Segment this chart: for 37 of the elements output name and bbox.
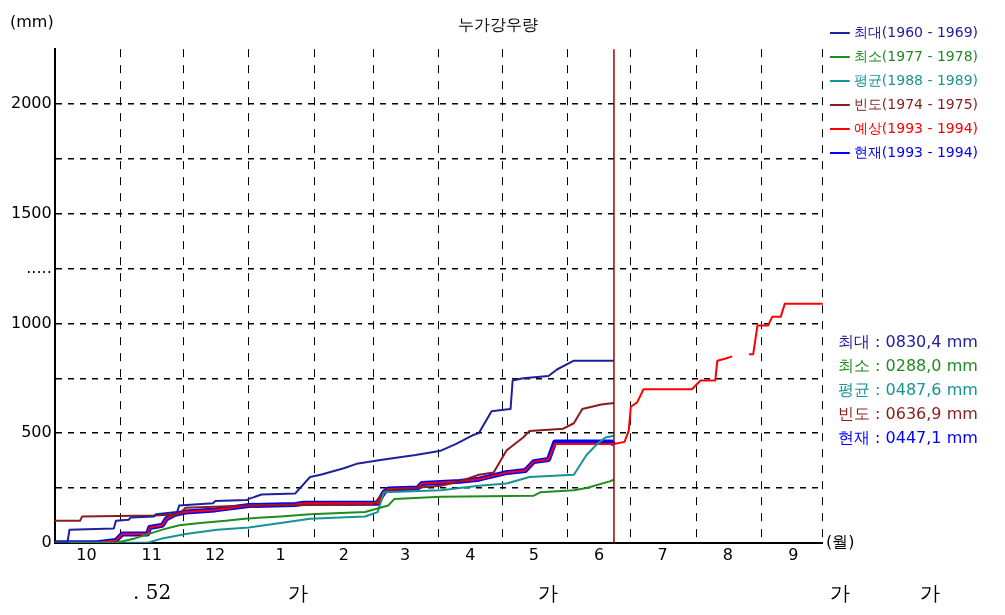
legend-label: 예상(1993 - 1994) xyxy=(853,119,979,136)
x-tick-label: 10 xyxy=(76,544,97,564)
y-tick-label: 2000 xyxy=(11,93,52,113)
x-tick-label: 9 xyxy=(788,544,799,564)
text: 가 xyxy=(538,580,558,607)
y-tick-label: ..... xyxy=(26,257,52,277)
text: 현재 : 0447,1 mm xyxy=(838,427,978,449)
x-tick-label: 2 xyxy=(338,544,349,564)
x-tick-label: 5 xyxy=(528,544,539,564)
y-axis-title: (mm) xyxy=(10,12,54,31)
legend-label: 현재(1993 - 1994) xyxy=(853,143,979,160)
text: 가 xyxy=(920,580,940,607)
x-tick-label: 6 xyxy=(594,544,605,564)
x-tick-label: 3 xyxy=(399,544,411,564)
y-tick-label: 0 xyxy=(41,531,52,551)
legend-label: 평균(1988 - 1989) xyxy=(853,71,979,88)
x-tick-label: 1 xyxy=(275,544,286,564)
legend-label: 빈도(1974 - 1975) xyxy=(853,95,979,112)
text: 평균 : 0487,6 mm xyxy=(838,379,978,401)
text: 가 xyxy=(288,580,308,607)
text: 빈도 : 0636,9 mm xyxy=(838,403,978,425)
x-tick-label: 7 xyxy=(657,544,668,564)
x-tick-label: 12 xyxy=(204,544,226,564)
x-axis-title: (월) xyxy=(826,532,855,553)
text: 가 xyxy=(830,580,850,607)
y-tick-label: 500 xyxy=(21,422,52,442)
chart-title: 누가강우량 xyxy=(458,14,538,34)
x-tick-label: 11 xyxy=(141,544,162,564)
y-tick-label: 1500 xyxy=(11,202,52,222)
text: 최소 : 0288,0 mm xyxy=(838,355,978,377)
x-tick-label: 4 xyxy=(465,544,476,564)
text: 최대 : 0830,4 mm xyxy=(838,331,978,353)
legend-label: 최대(1960 - 1969) xyxy=(853,23,979,40)
y-tick-label: 1000 xyxy=(11,312,52,332)
legend-label: 최소(1977 - 1978) xyxy=(853,47,979,64)
x-tick-label: 8 xyxy=(722,544,733,564)
text: . 52 xyxy=(133,580,172,604)
